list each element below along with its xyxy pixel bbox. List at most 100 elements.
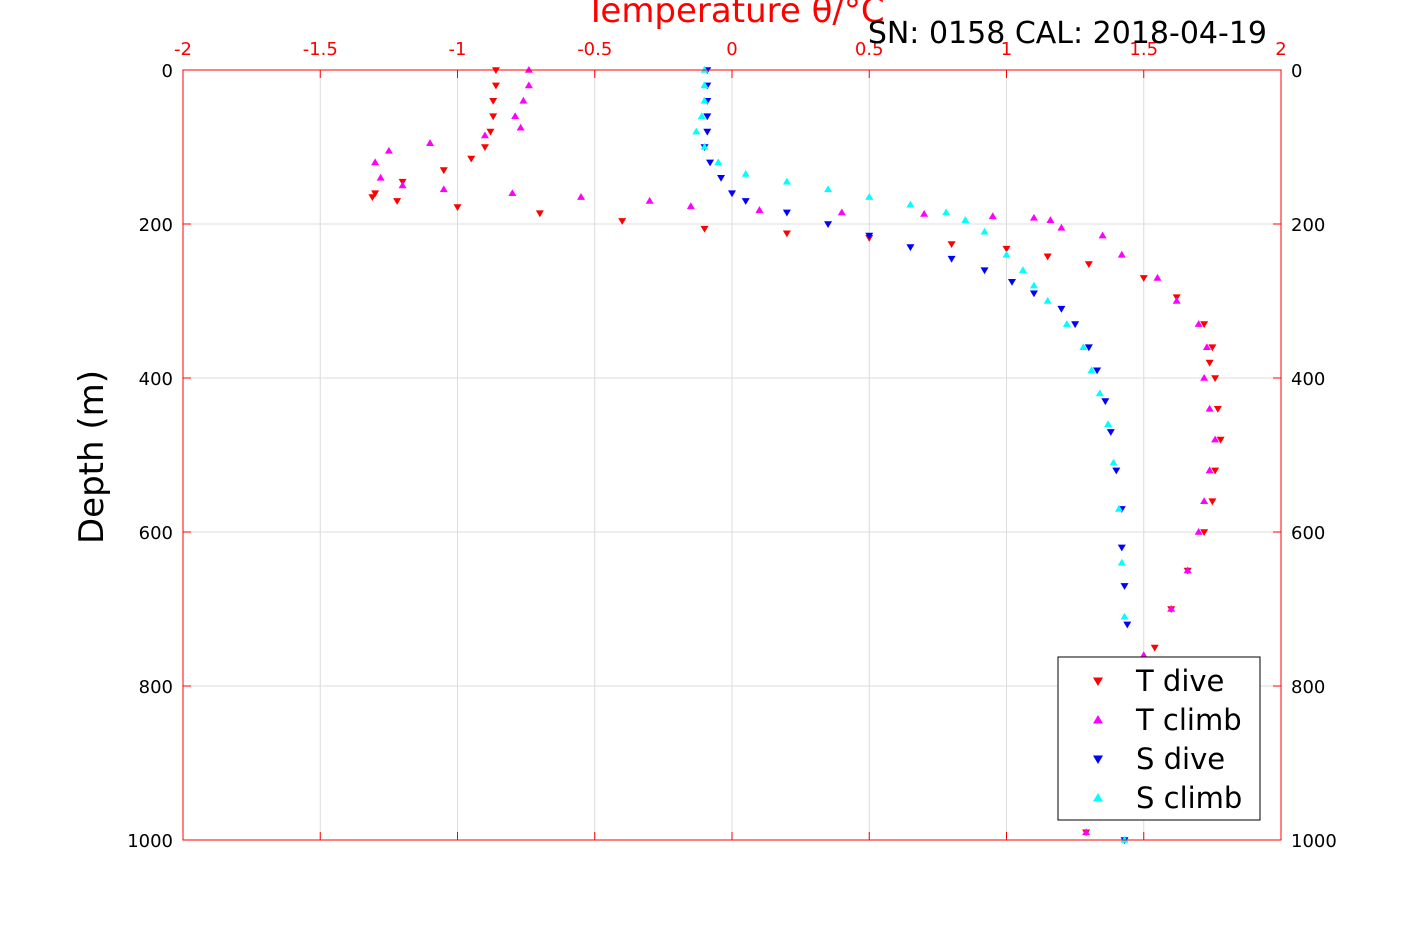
data-point: [906, 244, 915, 252]
data-point: [508, 189, 517, 196]
data-point: [947, 241, 956, 249]
data-point: [686, 202, 695, 210]
data-point: [1200, 529, 1209, 536]
data-point: [1002, 245, 1011, 253]
data-point: [1002, 250, 1011, 258]
data-point: [489, 113, 498, 121]
legend-marker: [1093, 755, 1103, 764]
data-point: [524, 81, 533, 89]
data-point: [714, 158, 723, 166]
data-point: [1208, 498, 1217, 506]
data-point: [980, 227, 989, 235]
legend-label: T dive: [1135, 664, 1224, 698]
data-point: [398, 181, 407, 189]
data-point: [1205, 466, 1214, 474]
data-point: [1071, 321, 1080, 329]
data-point: [426, 139, 435, 146]
data-point: [700, 96, 709, 104]
data-point: [980, 267, 989, 275]
data-point: [1205, 359, 1214, 367]
y-tick-label-right: 1000: [1291, 831, 1337, 852]
data-point: [1084, 261, 1093, 269]
data-point: [692, 127, 701, 135]
legend: T dive T climb S dive S climb: [1057, 656, 1261, 821]
legend-marker: [1093, 715, 1103, 724]
x-tick-label: -2: [174, 39, 192, 60]
data-point: [706, 159, 715, 167]
data-point: [1087, 366, 1096, 374]
data-point: [1117, 558, 1126, 566]
x-tick-label: 1: [1001, 39, 1012, 60]
x-tick-label: 0.5: [855, 39, 884, 60]
data-point: [1106, 429, 1115, 436]
x-tick-label: 1.5: [1129, 39, 1158, 60]
data-point: [700, 66, 709, 73]
data-point: [486, 128, 495, 136]
data-point: [1120, 836, 1129, 843]
y-tick-label-right: 200: [1291, 215, 1325, 236]
data-point: [1200, 321, 1209, 329]
data-point: [1202, 343, 1211, 350]
data-point: [1082, 828, 1091, 836]
chart-subtitle: SN: 0158 CAL: 2018-04-19: [868, 16, 1267, 51]
data-point: [1117, 250, 1126, 258]
data-point: [480, 131, 489, 139]
data-point: [865, 193, 874, 200]
data-point: [1153, 273, 1162, 281]
y-tick-label-left: 600: [139, 523, 173, 544]
data-point: [1062, 320, 1071, 327]
data-point: [1098, 231, 1107, 239]
series-t-climb: [371, 66, 1220, 836]
data-point: [1200, 374, 1209, 381]
data-point: [1018, 266, 1027, 273]
data-point: [1029, 213, 1038, 221]
data-point: [467, 155, 476, 163]
data-point: [1046, 216, 1055, 223]
data-point: [1093, 367, 1102, 375]
data-point: [645, 196, 654, 204]
data-point: [393, 198, 402, 205]
x-tick-label: -1.5: [303, 39, 338, 60]
y-axis-title: Depth (m): [72, 370, 112, 544]
data-point: [824, 185, 833, 193]
data-point: [697, 112, 706, 119]
data-point: [728, 190, 736, 198]
y-tick-label-right: 400: [1291, 369, 1325, 390]
data-point: [700, 81, 709, 89]
data-point: [1104, 420, 1113, 427]
data-point: [1101, 398, 1110, 406]
data-point: [1057, 305, 1066, 313]
data-point: [1211, 375, 1220, 382]
data-point: [1194, 320, 1203, 327]
data-point: [1208, 344, 1217, 352]
data-point: [782, 209, 791, 217]
data-point: [1120, 612, 1129, 620]
data-point: [368, 194, 377, 202]
data-point: [1112, 467, 1121, 475]
data-point: [1109, 458, 1118, 466]
data-point: [439, 167, 448, 175]
data-point: [1205, 404, 1214, 412]
data-point: [741, 198, 750, 205]
data-point: [947, 255, 956, 263]
data-point: [741, 169, 750, 177]
data-point: [1043, 253, 1052, 261]
y-tick-label-left: 400: [139, 369, 173, 390]
data-point: [1007, 278, 1016, 286]
data-point: [519, 96, 528, 104]
x-tick-label: -0.5: [577, 39, 612, 60]
x-tick-label: 2: [1275, 39, 1286, 60]
data-point: [577, 193, 586, 200]
legend-label: T climb: [1135, 703, 1242, 737]
series-s-climb: [692, 66, 1132, 843]
data-point: [1216, 436, 1225, 444]
data-point: [1057, 223, 1066, 231]
data-point: [516, 123, 525, 131]
data-point: [1029, 290, 1038, 298]
data-point: [837, 208, 846, 216]
data-series: [368, 66, 1225, 844]
data-point: [1194, 528, 1203, 535]
data-point: [524, 66, 533, 73]
x-tick-label: 0: [726, 39, 737, 60]
data-point: [1043, 297, 1052, 304]
